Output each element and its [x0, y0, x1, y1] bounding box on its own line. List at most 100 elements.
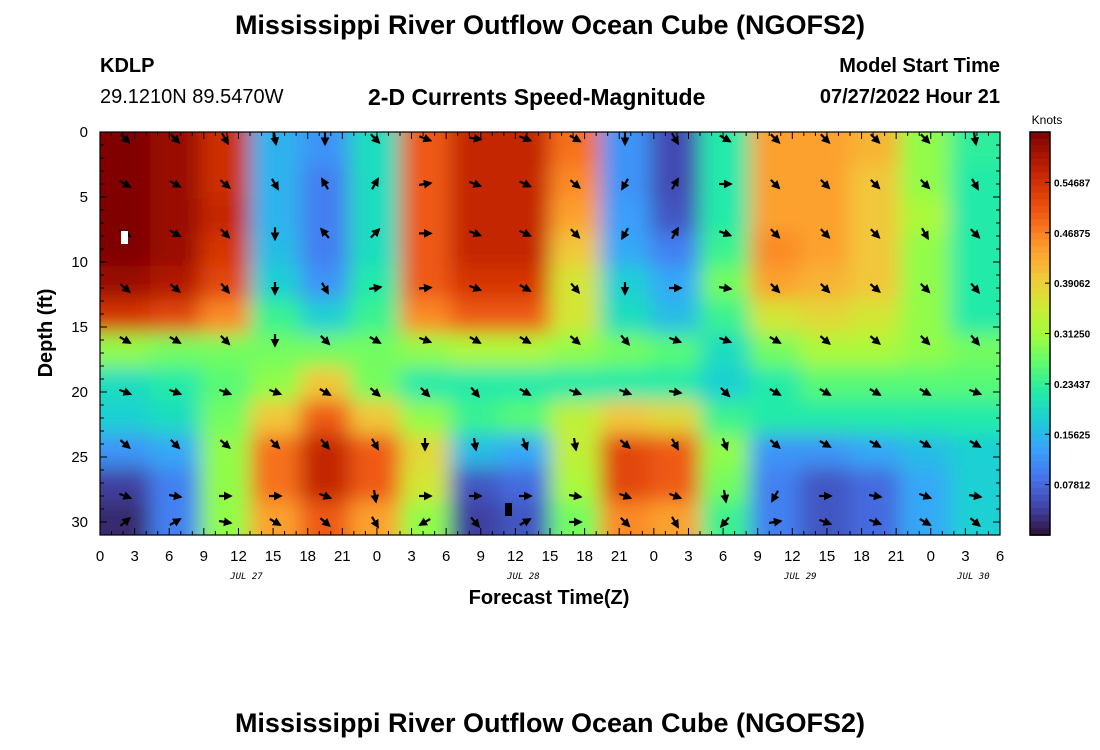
colorbar-swatch	[1030, 474, 1050, 483]
current-arrow	[968, 491, 983, 501]
current-arrow	[619, 491, 633, 500]
heatmap-cell	[600, 434, 651, 469]
current-arrow	[819, 517, 833, 526]
colorbar-swatch	[1030, 158, 1050, 167]
current-arrow	[369, 387, 381, 398]
colorbar-swatch	[1030, 212, 1050, 221]
heatmap-cell	[500, 400, 551, 436]
heatmap-cell	[500, 467, 551, 503]
colorbar-swatch	[1030, 232, 1050, 241]
current-arrow	[370, 489, 380, 504]
current-arrow	[668, 387, 683, 397]
heatmap-cell	[300, 132, 351, 133]
current-arrow	[169, 229, 182, 238]
heatmap-cell	[450, 467, 501, 503]
heatmap-cell	[400, 367, 451, 402]
heatmap-cell	[800, 299, 851, 335]
heatmap-cell	[200, 299, 251, 335]
heatmap-cell	[750, 400, 801, 436]
heatmap-cell	[400, 132, 451, 133]
heatmap-cell	[800, 199, 851, 234]
heatmap-cell	[450, 367, 501, 402]
colorbar-swatch	[1030, 279, 1050, 288]
chart-title: 2-D Currents Speed-Magnitude	[368, 84, 706, 110]
current-arrow	[870, 179, 881, 190]
current-arrow	[870, 228, 881, 239]
heatmap-cell	[450, 165, 501, 201]
current-arrow	[470, 516, 481, 528]
current-arrow	[970, 282, 981, 294]
current-arrow	[168, 491, 183, 501]
heatmap-cell	[100, 299, 151, 335]
heatmap-cell	[150, 400, 201, 436]
heatmap-cell	[250, 400, 301, 436]
colorbar-label: Knots	[1032, 113, 1063, 127]
x-tick-label: 0	[373, 548, 381, 565]
heatmap-cells	[100, 132, 1000, 570]
heatmap-cell	[300, 199, 351, 234]
current-arrow	[920, 133, 931, 144]
current-arrow	[170, 439, 181, 450]
current-arrow	[768, 517, 783, 527]
heatmap-cell	[450, 199, 501, 234]
heatmap-cell	[650, 299, 701, 335]
current-arrow	[370, 133, 381, 144]
heatmap-cell	[700, 199, 751, 234]
heatmap-cell	[800, 367, 851, 402]
x-tick-label: 3	[407, 548, 415, 565]
current-arrow	[469, 179, 483, 188]
x-tick-label: 15	[265, 548, 282, 565]
heatmap-cell	[850, 400, 901, 436]
colorbar-swatch	[1030, 360, 1050, 368]
current-arrow	[220, 132, 229, 146]
heatmap-cell	[900, 400, 951, 436]
y-axis-label: Depth (ft)	[35, 289, 57, 378]
heatmap-cell	[350, 333, 401, 369]
heatmap-cell	[350, 132, 401, 133]
y-tick-label: 0	[80, 124, 88, 141]
heatmap-cell	[100, 535, 151, 570]
current-arrow	[519, 335, 532, 344]
current-arrow	[970, 132, 980, 147]
heatmap-cell	[100, 400, 101, 436]
current-arrow	[220, 282, 231, 294]
current-arrow	[219, 179, 231, 190]
current-arrow	[270, 178, 279, 191]
colorbar-swatch	[1030, 333, 1050, 342]
x-date-label: JUL 30	[956, 572, 990, 582]
current-arrow	[570, 282, 581, 294]
current-arrow	[569, 335, 581, 346]
x-tick-label: 6	[996, 548, 1004, 565]
heatmap-cell	[850, 333, 901, 369]
heatmap-cell	[550, 266, 601, 301]
current-arrow	[569, 179, 581, 190]
current-arrow	[319, 387, 332, 396]
current-arrow	[119, 439, 131, 450]
heatmap-cell	[350, 132, 401, 167]
current-arrow	[670, 177, 679, 190]
current-arrow	[119, 179, 132, 188]
current-arrow	[469, 228, 483, 238]
current-arrow	[770, 228, 781, 239]
colorbar-swatch	[1030, 165, 1050, 174]
heatmap-cell	[300, 367, 351, 402]
heatmap-cell	[300, 299, 351, 335]
x-tick-label: 18	[299, 548, 316, 565]
colorbar-swatch	[1030, 205, 1050, 214]
current-arrow	[218, 517, 233, 527]
colorbar-swatch	[1030, 293, 1050, 301]
colorbar-tick-label: 0.23437	[1054, 380, 1091, 391]
heatmap-cell	[900, 165, 951, 201]
current-arrow	[319, 227, 330, 239]
heatmap-cell	[100, 132, 101, 167]
current-arrow	[670, 132, 679, 146]
heatmap-cell	[200, 199, 251, 234]
current-arrow	[970, 334, 981, 346]
current-arrow	[320, 438, 331, 450]
current-arrow	[919, 517, 932, 526]
colorbar-swatch	[1030, 501, 1050, 509]
heatmap-cell	[200, 434, 251, 469]
x-date-label: JUL 28	[506, 572, 540, 582]
heatmap-cell	[200, 367, 251, 402]
heatmap-cell	[100, 165, 151, 201]
